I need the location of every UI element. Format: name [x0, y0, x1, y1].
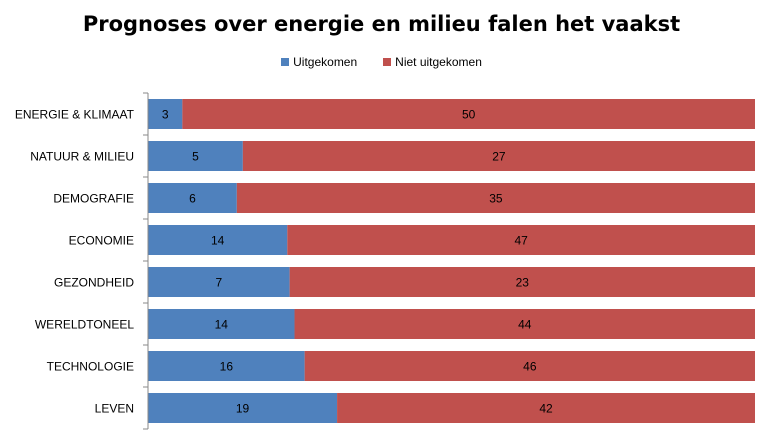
data-label: 23 — [516, 276, 530, 290]
legend-swatch-uitgekomen — [281, 58, 290, 66]
chart-title: Prognoses over energie en milieu falen h… — [82, 12, 681, 36]
bar-niet-uitgekomen-natuur-milieu — [242, 141, 755, 171]
bar-uitgekomen-technologie — [148, 351, 305, 381]
bar-niet-uitgekomen-economie — [287, 225, 755, 255]
category-label: ENERGIE & KLIMAAT — [15, 108, 135, 122]
bar-niet-uitgekomen-wereldtoneel — [294, 309, 755, 339]
legend-label-uitgekomen: Uitgekomen — [293, 55, 358, 69]
bar-niet-uitgekomen-technologie — [304, 351, 755, 381]
data-label: 47 — [514, 234, 528, 248]
bar-uitgekomen-demografie — [148, 183, 237, 213]
data-label: 3 — [162, 108, 169, 122]
category-label: NATUUR & MILIEU — [30, 150, 134, 164]
data-label: 14 — [215, 318, 229, 332]
bar-uitgekomen-gezondheid — [148, 267, 290, 297]
bar-niet-uitgekomen-energie-klimaat — [182, 99, 755, 129]
data-label: 7 — [215, 276, 222, 290]
data-label: 50 — [462, 108, 476, 122]
data-label: 46 — [523, 360, 537, 374]
legend-item-niet-uitgekomen: Niet uitgekomen — [383, 55, 482, 69]
bar-uitgekomen-wereldtoneel — [148, 309, 295, 339]
category-label: ECONOMIE — [69, 234, 134, 248]
bar-uitgekomen-economie — [148, 225, 288, 255]
legend-label-niet-uitgekomen: Niet uitgekomen — [395, 55, 482, 69]
bar-uitgekomen-energie-klimaat — [148, 99, 183, 129]
category-label: GEZONDHEID — [54, 276, 134, 290]
legend-swatch-niet-uitgekomen — [383, 58, 392, 66]
category-label: TECHNOLOGIE — [47, 360, 134, 374]
legend-item-uitgekomen: Uitgekomen — [281, 55, 357, 69]
data-label: 44 — [518, 318, 532, 332]
bar-uitgekomen-leven — [148, 393, 338, 423]
bar-niet-uitgekomen-leven — [337, 393, 755, 423]
data-label: 35 — [489, 192, 503, 206]
data-label: 19 — [236, 402, 250, 416]
data-label: 14 — [211, 234, 225, 248]
bar-uitgekomen-natuur-milieu — [148, 141, 243, 171]
data-label: 6 — [189, 192, 196, 206]
bar-niet-uitgekomen-demografie — [236, 183, 755, 213]
category-label: LEVEN — [95, 402, 134, 416]
category-label: WERELDTONEEL — [35, 318, 134, 332]
legend: Uitgekomen Niet uitgekomen — [0, 55, 763, 69]
category-label: DEMOGRAFIE — [53, 192, 134, 206]
bar-niet-uitgekomen-gezondheid — [289, 267, 755, 297]
data-label: 16 — [220, 360, 234, 374]
data-label: 5 — [192, 150, 199, 164]
data-label: 42 — [539, 402, 553, 416]
data-label: 27 — [492, 150, 506, 164]
